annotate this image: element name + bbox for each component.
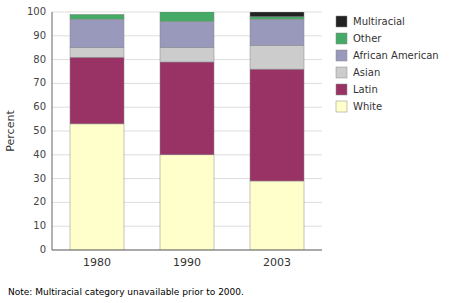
legend-swatch — [336, 50, 347, 61]
legend-label: Other — [353, 33, 382, 44]
legend-swatch — [336, 33, 347, 44]
bar-segment — [160, 48, 214, 62]
legend-swatch — [336, 84, 347, 95]
y-tick-label: 60 — [33, 101, 46, 112]
bar-segment — [160, 22, 214, 48]
legend-label: Latin — [353, 84, 378, 95]
y-tick-label: 30 — [33, 173, 46, 184]
y-tick-label: 70 — [33, 77, 46, 88]
legend-swatch — [336, 16, 347, 27]
bar-segment — [70, 57, 124, 124]
x-tick-label: 1980 — [83, 256, 111, 269]
y-axis-label: Percent — [4, 110, 17, 152]
y-tick-label: 40 — [33, 149, 46, 160]
bar-segment — [160, 155, 214, 250]
bar-segment — [70, 124, 124, 250]
bar-segment — [250, 19, 304, 45]
y-tick-label: 10 — [33, 220, 46, 231]
legend-label: Multiracial — [353, 16, 405, 27]
bar-segment — [70, 14, 124, 15]
x-tick-label: 1990 — [173, 256, 201, 269]
bar-segment — [250, 17, 304, 19]
y-axis-line — [52, 12, 53, 250]
x-tick-label: 2003 — [263, 256, 291, 269]
legend-label: African American — [353, 50, 439, 61]
bar-segment — [250, 181, 304, 250]
legend: Multiracial Other African American Asian Lat… — [336, 16, 439, 113]
grid — [52, 12, 322, 250]
legend-swatch — [336, 101, 347, 112]
chart: 0 10 20 30 40 50 60 70 80 90 100 1980 1990 2003 Percen… — [0, 0, 474, 303]
bar-segment — [160, 62, 214, 155]
bar-segment — [160, 12, 214, 13]
y-tick-label: 50 — [33, 125, 46, 136]
legend-swatch — [336, 67, 347, 78]
grid-line — [52, 250, 322, 251]
bar-segment — [160, 12, 214, 22]
legend-label: White — [353, 101, 382, 112]
y-tick-label: 100 — [27, 6, 46, 17]
bar-segment — [70, 14, 124, 19]
legend-label: Asian — [353, 67, 380, 78]
y-tick-label: 20 — [33, 196, 46, 207]
note: Note: Multiracial category unavailable p… — [8, 287, 244, 297]
y-tick-label: 0 — [40, 244, 46, 255]
bar-segment — [70, 48, 124, 58]
y-tick-label: 90 — [33, 30, 46, 41]
bar-segment — [70, 19, 124, 48]
bar-segment — [250, 12, 304, 17]
bars — [70, 12, 304, 250]
bar-segment — [250, 69, 304, 181]
x-axis-line — [52, 250, 322, 251]
bar-segment — [250, 45, 304, 69]
y-tick-label: 80 — [33, 54, 46, 65]
